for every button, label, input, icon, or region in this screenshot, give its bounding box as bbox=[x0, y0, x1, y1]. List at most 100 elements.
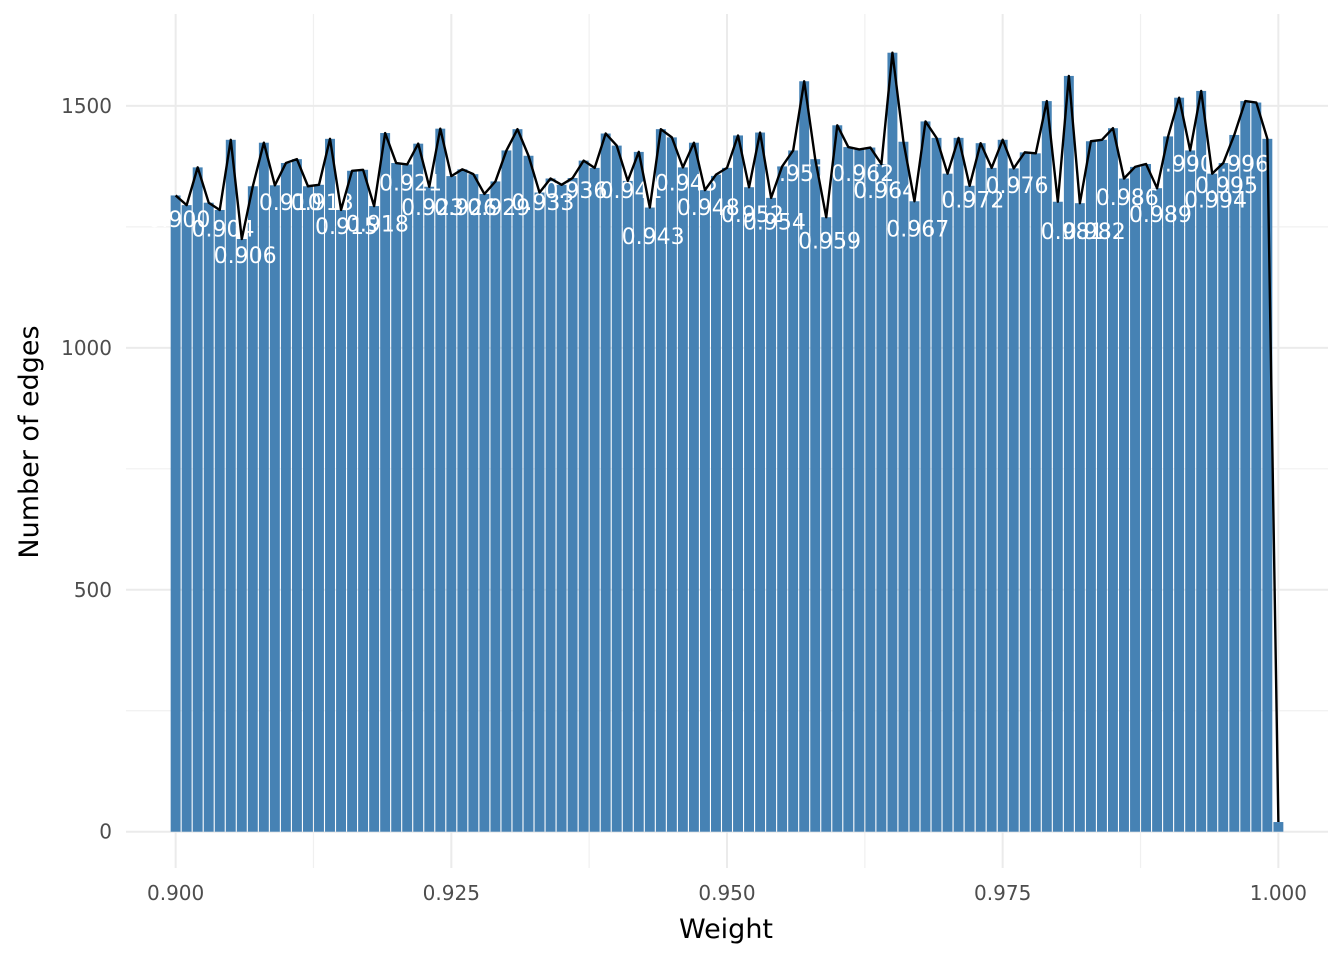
y-tick-label: 1000 bbox=[61, 336, 112, 360]
histogram-bar bbox=[788, 150, 799, 832]
bar-annotation-label: 0.910 bbox=[259, 191, 322, 216]
histogram-bar bbox=[192, 167, 203, 832]
histogram-bar bbox=[1108, 128, 1118, 832]
bar-annotation-label: 0.962 bbox=[831, 162, 894, 187]
histogram-bar bbox=[733, 135, 743, 832]
histogram-bar bbox=[314, 184, 324, 832]
histogram-bar bbox=[214, 209, 225, 832]
histogram-bar bbox=[435, 128, 446, 832]
x-tick-label: 0.900 bbox=[147, 881, 204, 905]
histogram-bar bbox=[1218, 163, 1229, 832]
histogram-bar bbox=[666, 137, 677, 832]
bar-annotation-label: 0.995 bbox=[1195, 174, 1258, 199]
histogram-bar bbox=[236, 238, 247, 832]
histogram-bar bbox=[909, 201, 920, 832]
histogram-bar bbox=[887, 52, 898, 832]
histogram-bar bbox=[766, 197, 777, 832]
histogram-bar bbox=[567, 178, 578, 832]
histogram-bar bbox=[402, 164, 413, 832]
histogram-bar bbox=[1163, 136, 1174, 832]
histogram-bar bbox=[744, 187, 755, 832]
histogram-bar bbox=[655, 129, 666, 832]
histogram-bar bbox=[964, 185, 975, 832]
bar-annotation-label: 0.900 bbox=[147, 208, 210, 233]
histogram-bar bbox=[1119, 178, 1129, 832]
histogram-bar bbox=[1041, 101, 1052, 832]
bar-annotation-label: 0.918 bbox=[346, 213, 409, 238]
histogram-bar bbox=[512, 129, 523, 832]
histogram-bar bbox=[391, 163, 402, 832]
histogram-bar bbox=[633, 151, 644, 832]
bar-annotation-label: 0.906 bbox=[214, 244, 277, 269]
histogram-bar bbox=[1251, 102, 1262, 832]
histogram-bar bbox=[876, 163, 887, 832]
histogram-bar bbox=[898, 141, 909, 832]
histogram-bar bbox=[677, 167, 688, 832]
histogram-bar bbox=[854, 149, 865, 832]
histogram-bar bbox=[181, 205, 192, 832]
histogram-bar bbox=[975, 143, 986, 832]
histogram-bar bbox=[258, 142, 269, 832]
histogram-bar bbox=[280, 163, 291, 832]
bar-annotation-label: 0.926 bbox=[434, 196, 497, 221]
histogram-bar bbox=[523, 155, 534, 832]
y-tick-label: 1500 bbox=[61, 94, 112, 118]
histogram-bar bbox=[369, 206, 380, 832]
bar-annotation-label: 0.954 bbox=[743, 210, 806, 235]
histogram-bar bbox=[688, 142, 699, 832]
histogram-bar bbox=[755, 132, 766, 832]
y-tick-label: 0 bbox=[99, 820, 112, 844]
histogram-bar bbox=[986, 167, 997, 832]
histogram-bar bbox=[1141, 163, 1152, 832]
bar-annotation-label: 0.982 bbox=[1063, 220, 1126, 245]
histogram-bar bbox=[1085, 141, 1096, 832]
histogram-bar bbox=[424, 186, 435, 832]
bar-annotation-label: 0.929 bbox=[467, 196, 530, 221]
histogram-bar bbox=[1030, 153, 1041, 832]
bar-annotation-label: 0.933 bbox=[511, 191, 574, 216]
histogram-bar bbox=[490, 181, 501, 832]
histogram-bar bbox=[556, 184, 567, 832]
histogram-bar bbox=[291, 159, 302, 832]
y-axis-title: Number of edges bbox=[14, 325, 45, 558]
histogram-bar bbox=[545, 178, 556, 832]
histogram-bar bbox=[1262, 138, 1273, 832]
histogram-bar bbox=[358, 169, 369, 832]
bar-annotation-label: 0.996 bbox=[1206, 152, 1269, 177]
histogram-bar bbox=[325, 138, 335, 832]
x-tick-label: 0.925 bbox=[423, 881, 480, 905]
histogram-bar bbox=[865, 147, 876, 832]
histogram-bar bbox=[953, 137, 964, 832]
histogram-bar bbox=[589, 167, 600, 832]
histogram-bar bbox=[1096, 139, 1107, 832]
x-tick-label: 0.975 bbox=[974, 881, 1031, 905]
histogram-bar bbox=[1240, 101, 1251, 832]
histogram-bar bbox=[501, 150, 512, 832]
histogram-bar bbox=[302, 186, 313, 832]
bar-annotation-label: 0.959 bbox=[798, 230, 861, 255]
bar-annotation-label: 0.972 bbox=[941, 189, 1004, 214]
bar-annotation-label: 0.981 bbox=[1041, 220, 1104, 245]
bar-annotation-label: 0.915 bbox=[315, 215, 378, 240]
histogram-bar bbox=[534, 192, 545, 832]
bar-annotation-label: 0.923 bbox=[401, 196, 464, 221]
histogram-bar bbox=[711, 174, 721, 832]
bar-annotation-label: 0.936 bbox=[544, 179, 607, 204]
histogram-bar bbox=[1063, 75, 1074, 832]
bar-annotation-label: 0.952 bbox=[721, 203, 784, 228]
bar-annotation-label: 0.964 bbox=[853, 179, 916, 204]
histogram-bar bbox=[832, 125, 843, 832]
histogram-bar bbox=[1152, 188, 1163, 832]
histogram-bar bbox=[722, 167, 732, 832]
histogram-bar bbox=[1229, 134, 1240, 832]
histogram-bar bbox=[203, 202, 214, 832]
histogram-bar bbox=[1207, 173, 1218, 832]
x-tick-label: 0.950 bbox=[698, 881, 755, 905]
histogram-bar bbox=[1174, 97, 1185, 832]
histogram-bar bbox=[997, 139, 1008, 832]
histogram-bar bbox=[920, 121, 931, 832]
bar-annotation-label: 0.989 bbox=[1129, 203, 1192, 228]
histogram-bar bbox=[622, 180, 633, 832]
histogram-bar bbox=[468, 174, 479, 832]
